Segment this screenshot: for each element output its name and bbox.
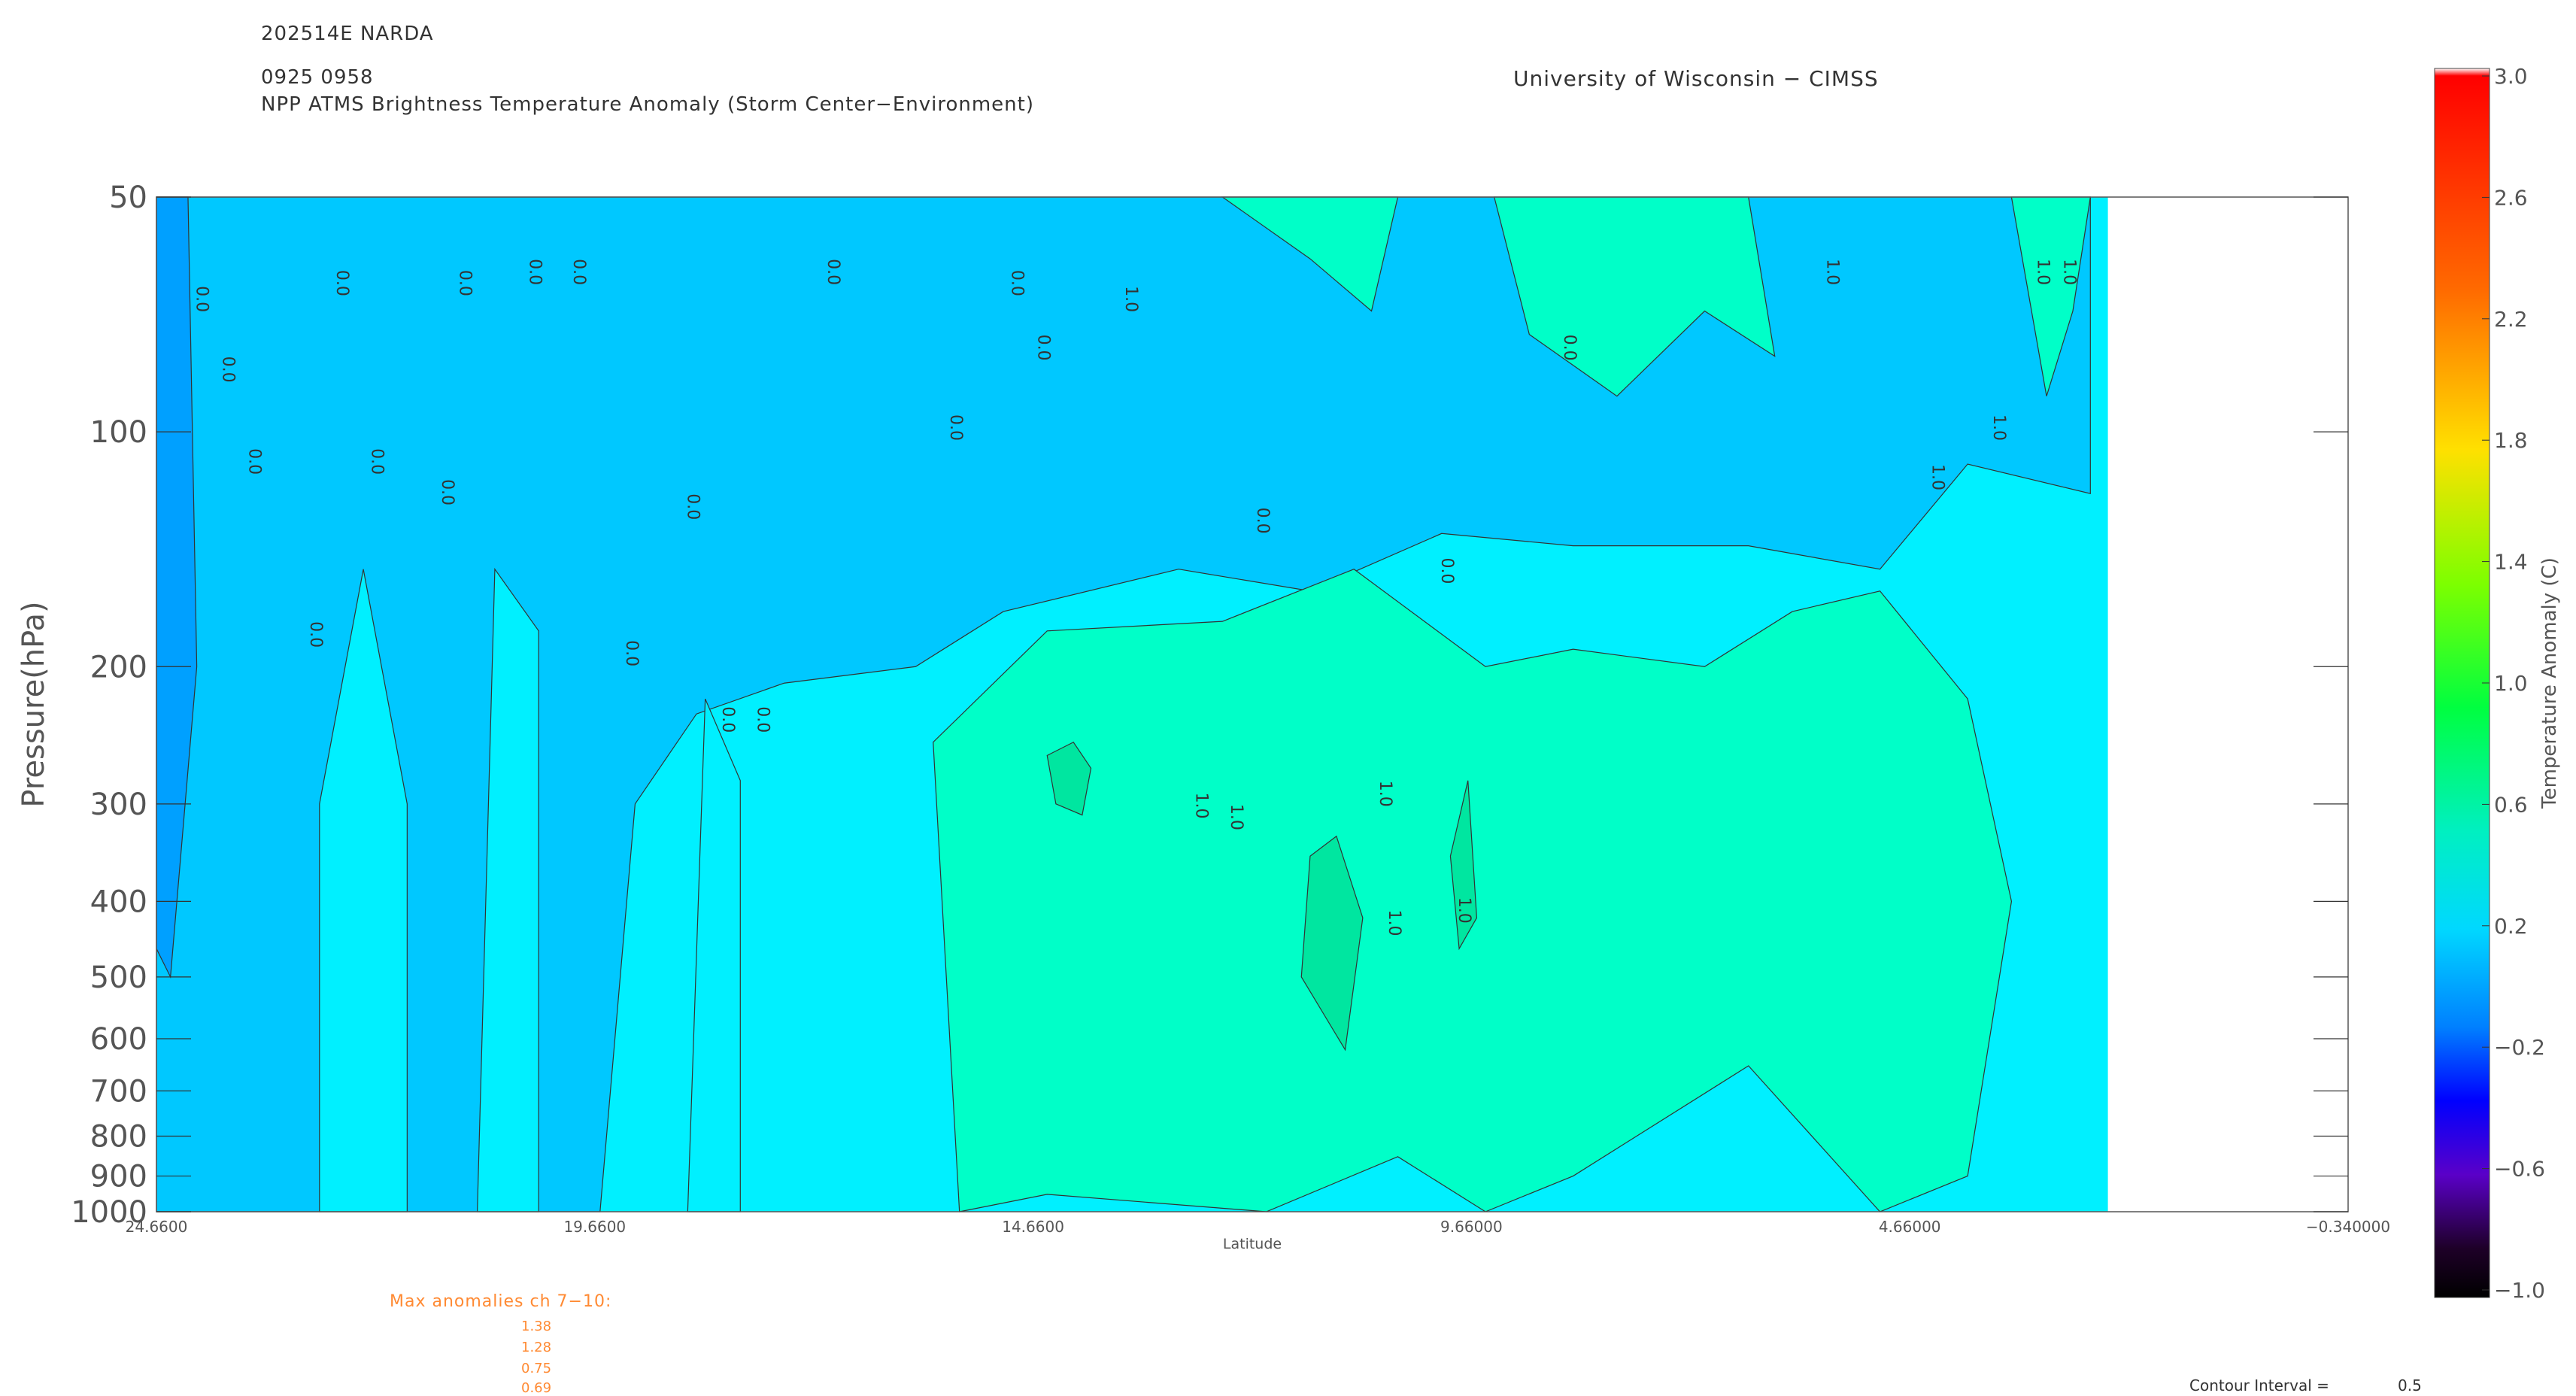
max-anomalies-title: Max anomalies ch 7−10: bbox=[390, 1292, 612, 1311]
contour-label: 1.0 bbox=[2033, 259, 2052, 285]
contour-label: 0.0 bbox=[718, 706, 737, 733]
contour-label: 0.0 bbox=[438, 479, 457, 505]
contour-label: 1.0 bbox=[1227, 804, 1246, 830]
x-tick-label: 14.6600 bbox=[1002, 1218, 1064, 1236]
contour-interval-label: Contour Interval = bbox=[2189, 1376, 2329, 1394]
contour-label: 0.0 bbox=[526, 259, 545, 285]
colorbar-tick-label: −0.2 bbox=[2494, 1035, 2545, 1060]
y-tick-label: 300 bbox=[90, 788, 147, 822]
y-tick-label: 200 bbox=[90, 650, 147, 684]
contour-label: 0.0 bbox=[1437, 557, 1456, 584]
colorbar-tick-label: 2.2 bbox=[2494, 307, 2528, 332]
max-anomaly-value: 0.75 bbox=[521, 1361, 552, 1376]
anomaly-cell-above-1.5 bbox=[1449, 780, 1478, 951]
colorbar-tick-label: 0.2 bbox=[2494, 914, 2528, 939]
y-tick-label: 500 bbox=[90, 961, 147, 995]
contour-label: 0.0 bbox=[569, 259, 588, 285]
contour-label: 1.0 bbox=[1385, 910, 1403, 936]
x-axis-label: Latitude bbox=[1223, 1236, 1282, 1252]
contour-interval-value: 0.5 bbox=[2398, 1376, 2422, 1394]
y-axis-label: Pressure(hPa) bbox=[17, 601, 51, 807]
observation-time: 0925 0958 bbox=[261, 66, 374, 89]
contour-label: 1.0 bbox=[1191, 793, 1210, 819]
contour-label: 1.0 bbox=[1928, 464, 1947, 490]
contour-label: 1.0 bbox=[1823, 259, 1842, 285]
contour-label: 0.0 bbox=[368, 448, 387, 475]
contour-label: 1.0 bbox=[1121, 286, 1140, 312]
y-tick-label: 700 bbox=[90, 1074, 147, 1109]
y-tick-label: 800 bbox=[90, 1120, 147, 1155]
anomaly-cell-above-1.5 bbox=[1046, 741, 1092, 816]
colorbar-tick-label: 0.6 bbox=[2494, 792, 2528, 817]
colorbar-tick-label: −0.6 bbox=[2494, 1157, 2545, 1182]
y-tick-label: 50 bbox=[109, 181, 147, 215]
y-tick-label: 900 bbox=[90, 1160, 147, 1194]
contour-label: 0.0 bbox=[683, 493, 702, 520]
contour-label: 0.0 bbox=[946, 414, 965, 441]
colorbar-tick-label: 3.0 bbox=[2494, 64, 2528, 89]
colorbar bbox=[2434, 68, 2490, 1298]
x-tick-label: 9.66000 bbox=[1440, 1218, 1503, 1236]
y-tick-label: 600 bbox=[90, 1022, 147, 1057]
contour-label: 0.0 bbox=[1008, 270, 1027, 296]
anomaly-region-0-to-0.5 bbox=[156, 196, 2091, 1212]
contour-label: 0.0 bbox=[332, 270, 351, 296]
contour-label: 0.0 bbox=[754, 706, 772, 733]
colorbar-tick-label: 1.4 bbox=[2494, 550, 2528, 575]
x-tick-label: −0.340000 bbox=[2306, 1218, 2390, 1236]
colorbar-tick-label: 1.8 bbox=[2494, 428, 2528, 453]
contour-label: 0.0 bbox=[306, 621, 325, 648]
contour-label: 1.0 bbox=[2059, 259, 2078, 285]
x-tick-label: 4.66000 bbox=[1879, 1218, 1941, 1236]
y-tick-label: 100 bbox=[90, 415, 147, 450]
x-tick-label: 24.6600 bbox=[126, 1218, 188, 1236]
y-tick-label: 1000 bbox=[71, 1195, 147, 1230]
contour-label: 0.0 bbox=[455, 270, 474, 296]
max-anomaly-value: 1.38 bbox=[521, 1319, 552, 1334]
contour-label: 0.0 bbox=[1034, 335, 1053, 361]
contour-label: 1.0 bbox=[1455, 897, 1473, 924]
storm-id: 202514E NARDA bbox=[261, 23, 434, 45]
contour-label: 0.0 bbox=[1560, 335, 1579, 361]
colorbar-tick-label: 2.6 bbox=[2494, 185, 2528, 210]
max-anomaly-value: 1.28 bbox=[521, 1340, 552, 1355]
y-tick-label: 400 bbox=[90, 885, 147, 919]
contour-label: 0.0 bbox=[824, 259, 842, 285]
colorbar-tick-label: −1.0 bbox=[2494, 1278, 2545, 1303]
contour-label: 0.0 bbox=[1253, 508, 1272, 534]
colorbar-label: Temperature Anomaly (C) bbox=[2538, 557, 2561, 809]
product-title: NPP ATMS Brightness Temperature Anomaly … bbox=[261, 93, 1034, 116]
x-tick-label: 19.6600 bbox=[563, 1218, 626, 1236]
anomaly-cell-above-1.5 bbox=[1300, 835, 1364, 1052]
plot-frame bbox=[156, 196, 2349, 1212]
contour-label: 1.0 bbox=[1989, 414, 2008, 441]
contour-label: 0.0 bbox=[219, 357, 238, 383]
contour-label: 0.0 bbox=[193, 286, 211, 312]
contour-label: 1.0 bbox=[1376, 781, 1394, 807]
institution-label: University of Wisconsin − CIMSS bbox=[1513, 66, 1879, 91]
contour-label: 0.0 bbox=[245, 448, 264, 475]
contour-label: 0.0 bbox=[622, 640, 641, 666]
colorbar-tick-label: 1.0 bbox=[2494, 671, 2528, 696]
